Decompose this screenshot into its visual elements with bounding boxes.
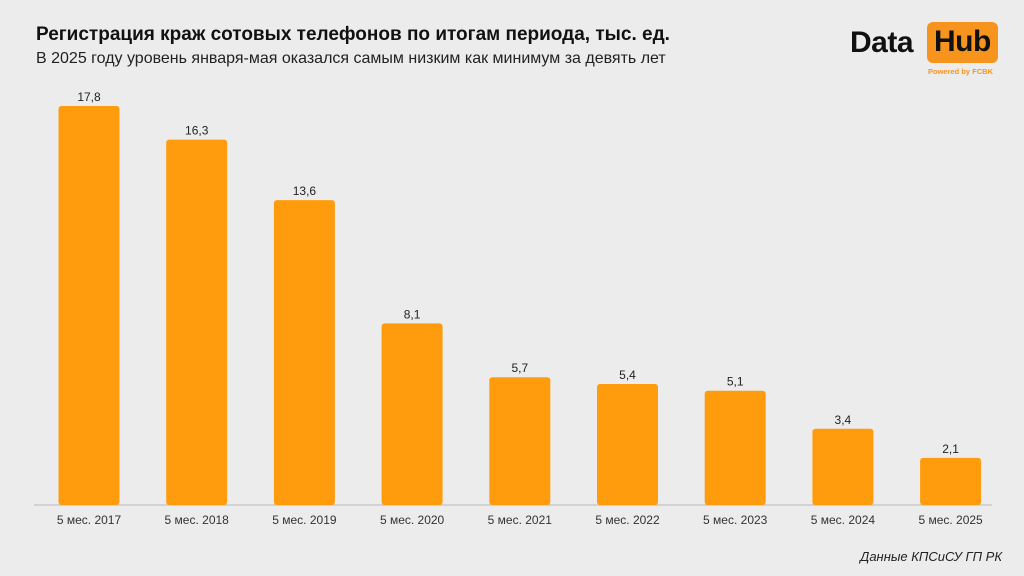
bar-5 мес. 2017 [58, 106, 120, 505]
data-source: Данные КПСиСУ ГП РК [860, 549, 1002, 564]
category-label: 5 мес. 2024 [811, 513, 876, 527]
bar-5 мес. 2023 [704, 390, 766, 505]
value-label: 17,8 [77, 90, 101, 104]
value-label: 5,4 [619, 368, 636, 382]
bar-5 мес. 2021 [489, 377, 551, 505]
value-label: 2,1 [942, 442, 959, 456]
bar-group: 17,8 5 мес. 2017 16,3 5 мес. 2018 13,6 5 мес.… [57, 90, 983, 527]
category-label: 5 мес. 2022 [595, 513, 660, 527]
chart-title: Регистрация краж сотовых телефонов по ит… [36, 24, 670, 45]
value-label: 8,1 [404, 307, 421, 321]
category-label: 5 мес. 2018 [165, 513, 230, 527]
category-label: 5 мес. 2025 [918, 513, 983, 527]
logo-data-text: Data [850, 26, 914, 59]
category-label: 5 мес. 2019 [272, 513, 337, 527]
value-label: 5,7 [511, 361, 528, 375]
category-label: 5 мес. 2017 [57, 513, 122, 527]
logo-hub-badge: Hub [927, 22, 998, 63]
category-label: 5 мес. 2023 [703, 513, 768, 527]
chart-subtitle: В 2025 году уровень января-мая оказался … [36, 50, 666, 67]
logo-powered-by: Powered by FCBK [928, 67, 994, 76]
category-label: 5 мес. 2020 [380, 513, 445, 527]
bar-5 мес. 2024 [812, 428, 874, 505]
bar-5 мес. 2019 [273, 200, 335, 505]
value-label: 13,6 [293, 184, 317, 198]
category-label: 5 мес. 2021 [488, 513, 553, 527]
bar-5 мес. 2022 [597, 384, 658, 505]
bar-5 мес. 2018 [166, 139, 228, 505]
datahub-logo: Data Hub Powered by FCBK [848, 22, 1008, 80]
value-label: 5,1 [727, 375, 744, 389]
bar-5 мес. 2025 [920, 457, 982, 505]
value-label: 3,4 [835, 413, 852, 427]
bar-5 мес. 2020 [381, 323, 443, 505]
value-label: 16,3 [185, 124, 209, 138]
